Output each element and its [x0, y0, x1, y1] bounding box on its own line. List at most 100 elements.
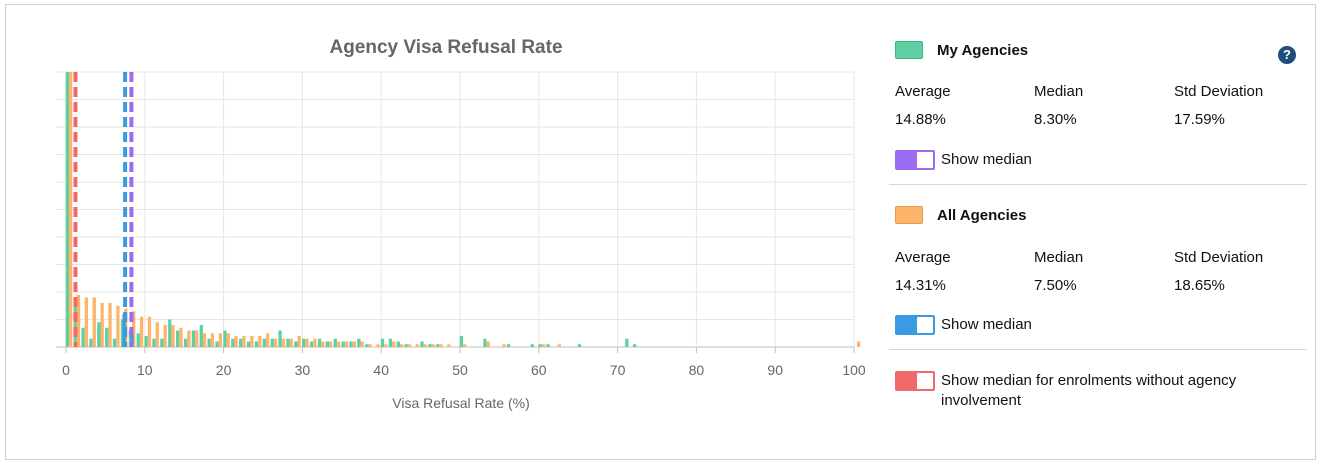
no-agency-median-switch[interactable] — [895, 371, 935, 391]
no-agency-median-toggle[interactable]: Show median for enrolments without agenc… — [895, 371, 1295, 411]
my-show-median-toggle[interactable]: Show median — [895, 150, 1032, 170]
bar — [384, 344, 388, 347]
bar — [262, 338, 266, 347]
bar — [183, 338, 188, 347]
bar — [168, 319, 172, 347]
bar — [73, 297, 77, 347]
bar — [155, 322, 159, 347]
bar — [152, 338, 156, 347]
bar — [392, 341, 396, 347]
bar — [270, 338, 274, 347]
my-std-value: 17.59% — [1174, 111, 1225, 128]
my-average-label: Average — [895, 83, 951, 100]
bar — [139, 316, 144, 347]
bar — [557, 344, 561, 347]
my-median-switch[interactable] — [895, 150, 935, 170]
bar — [160, 338, 164, 347]
bar — [278, 330, 282, 347]
bar — [84, 297, 89, 347]
x-tick-label: 60 — [531, 362, 547, 378]
bar — [250, 336, 254, 347]
bar — [431, 344, 435, 347]
bar — [286, 338, 290, 347]
bar — [396, 341, 400, 347]
x-tick-label: 10 — [137, 362, 153, 378]
x-tick-label: 100 — [842, 362, 866, 378]
bar — [179, 327, 183, 347]
all-median-switch[interactable] — [895, 315, 935, 335]
bar — [195, 330, 199, 347]
bar — [459, 336, 463, 347]
bar — [325, 341, 330, 347]
x-tick-label: 90 — [767, 362, 783, 378]
bar — [349, 341, 353, 347]
question-icon[interactable]: ? — [1278, 46, 1296, 64]
bar — [68, 72, 73, 347]
all-agencies-swatch — [895, 206, 923, 224]
all-show-median-toggle[interactable]: Show median — [895, 315, 1032, 335]
my-show-median-label: Show median — [941, 151, 1032, 168]
all-average-label: Average — [895, 249, 951, 266]
bar — [191, 330, 196, 347]
bar — [108, 303, 112, 347]
section-divider — [889, 184, 1307, 185]
bar — [486, 341, 490, 347]
bar — [297, 336, 301, 347]
bar — [625, 338, 629, 347]
bar — [380, 338, 385, 347]
bar — [541, 344, 546, 347]
bar — [420, 341, 424, 347]
bar — [415, 344, 420, 347]
bar — [76, 294, 81, 347]
bar — [404, 344, 408, 347]
bar — [100, 303, 104, 347]
x-tick-label: 0 — [62, 362, 70, 378]
all-agencies-title: All Agencies — [937, 206, 1027, 224]
x-tick-label: 30 — [295, 362, 311, 378]
bar — [234, 336, 238, 347]
all-std-label: Std Deviation — [1174, 249, 1264, 266]
section-divider — [889, 349, 1307, 350]
bar — [483, 338, 487, 347]
chart-panel: Agency Visa Refusal Rate 0 10 20 30 40 50 60 70… — [5, 4, 1316, 460]
my-median-label: Median — [1034, 83, 1084, 100]
bar — [546, 344, 550, 347]
bar — [447, 344, 451, 347]
bar — [352, 341, 356, 347]
bar — [321, 341, 325, 347]
all-median-label: Median — [1034, 249, 1084, 266]
bar — [856, 341, 861, 347]
x-tick-label: 40 — [373, 362, 389, 378]
bar — [462, 344, 467, 347]
bar — [130, 333, 134, 347]
bar — [289, 338, 293, 347]
refusal-rate-chart: Agency Visa Refusal Rate 0 10 20 30 40 50 60 70… — [56, 37, 866, 411]
bar — [105, 327, 109, 347]
bar — [147, 316, 152, 347]
bar — [187, 330, 191, 347]
my-median-value: 8.30% — [1034, 111, 1077, 128]
chart-grid — [56, 71, 855, 348]
bar — [273, 338, 278, 347]
bar — [423, 344, 427, 347]
bar — [341, 341, 345, 347]
bar — [210, 333, 215, 347]
no-agency-median-label: Show median for enrolments without agenc… — [941, 372, 1237, 409]
bar — [163, 325, 167, 347]
my-agencies-header: My Agencies — [895, 41, 1028, 59]
bar — [530, 344, 534, 347]
bar — [65, 72, 69, 347]
all-agencies-header: All Agencies — [895, 206, 1026, 224]
my-agencies-swatch — [895, 41, 923, 59]
bar — [428, 344, 432, 347]
my-std-label: Std Deviation — [1174, 83, 1264, 100]
bar — [317, 338, 322, 347]
bar — [313, 338, 317, 347]
my-agencies-title: My Agencies — [937, 41, 1029, 59]
bar — [215, 341, 219, 347]
bar — [344, 341, 349, 347]
chart-bars — [65, 72, 861, 347]
x-tick-label: 20 — [216, 362, 232, 378]
bar — [439, 344, 443, 347]
bar — [336, 341, 341, 347]
